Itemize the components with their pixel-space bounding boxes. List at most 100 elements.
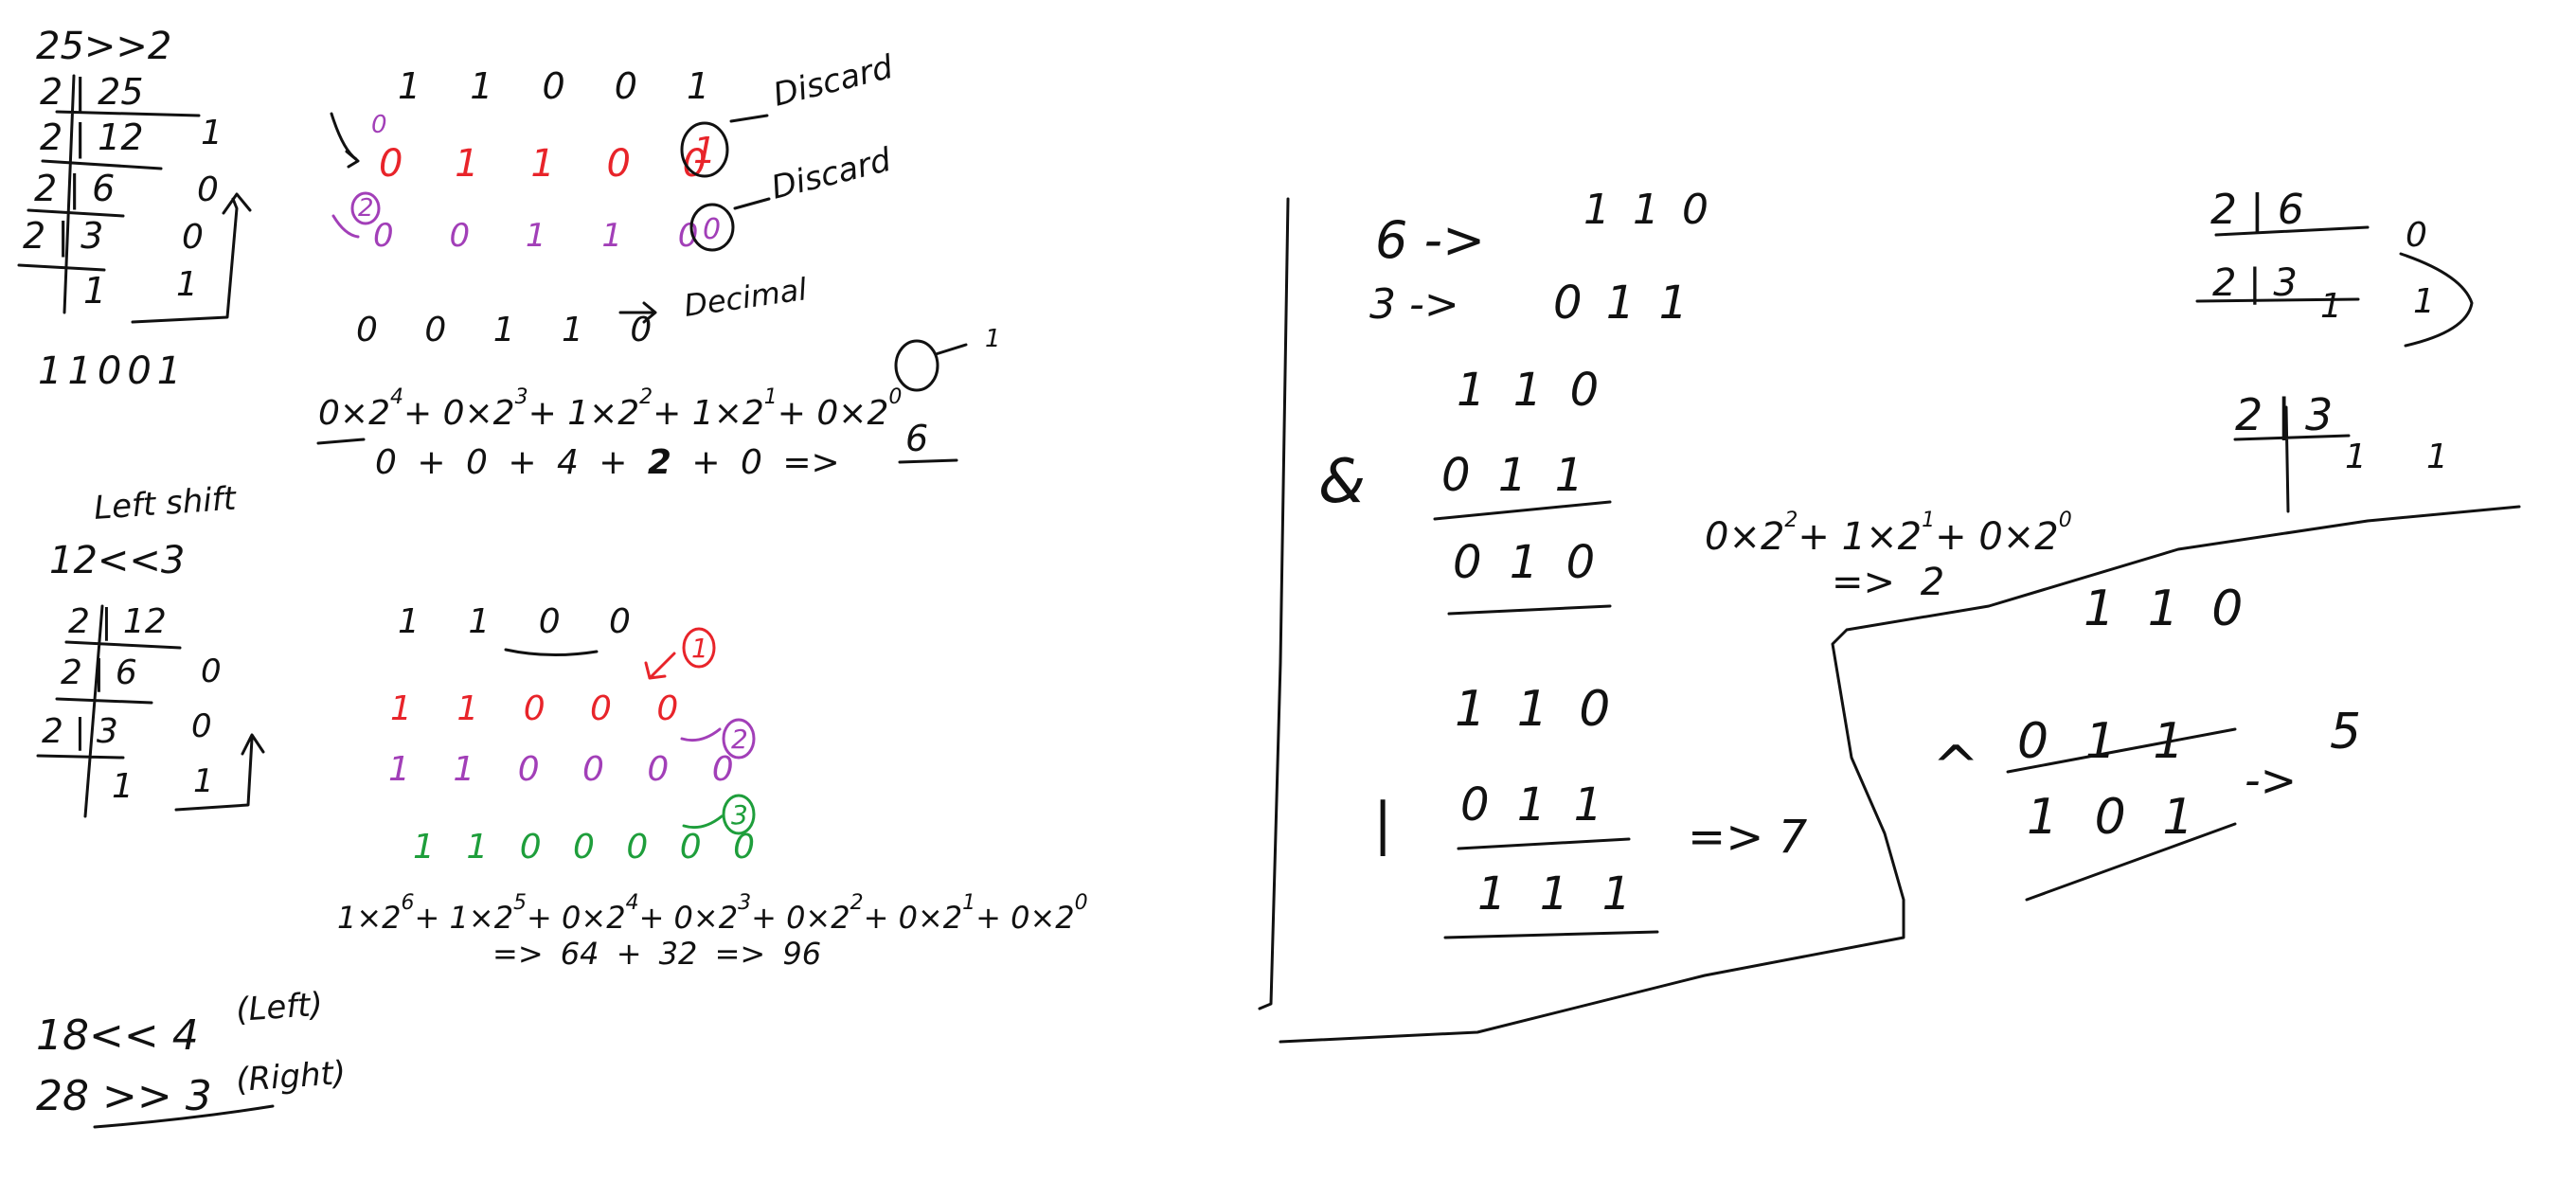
and-decimal: => 2 [1832, 561, 1944, 604]
shift2-dropped-bit: 0 [703, 213, 721, 246]
division-lines [36, 604, 182, 818]
or-result-bits: 1 1 1 [1477, 867, 1631, 921]
or-decimal: => 7 [1688, 811, 1808, 864]
shift2-prefix: 2 [358, 194, 374, 223]
appended-zeros-bracket [504, 648, 599, 657]
shift1-dropped-bit: 1 [693, 130, 716, 171]
and-bottom-bits: 0 1 1 [1441, 449, 1583, 502]
xor-rule [2006, 727, 2237, 774]
division-lines [2233, 405, 2351, 513]
division-row: 2 | 3 [2212, 261, 2298, 305]
right-shift-result: 6 [905, 418, 928, 459]
result-underline [898, 458, 958, 464]
division-row: 2 | 3 [42, 712, 118, 751]
remainder: 0 [182, 218, 204, 257]
underline [316, 438, 366, 445]
or-operator: | [1373, 791, 1392, 857]
shift3-label-circle [722, 794, 756, 835]
exercise-line-2-note: (Right) [235, 1054, 348, 1100]
final-note: Decimal [682, 271, 810, 324]
expansion-term: 0×24+ 0×23+ 1×22+ 1×21+ 0×20 [318, 385, 902, 433]
shift2-bits: 0 0 1 1 0 [373, 217, 698, 255]
remainder: 0 [197, 170, 219, 209]
zero-exp-note: 1 [985, 325, 1001, 353]
shift3-label: 3 [731, 799, 748, 831]
and-operation: 1 1 0 & 0 1 1 0 1 0 0×22+ 1×21+ 0×20 => … [1318, 364, 2072, 616]
and-rule [1433, 500, 1612, 521]
xor-top-bits: 1 1 0 [2084, 581, 2243, 637]
left-shift-example: Left shift 12<<3 2 | 12 2 | 6 2 | 3 1 0 … [36, 479, 1088, 972]
zero-exp-arrow [934, 343, 968, 356]
and-operator: & [1318, 447, 1366, 517]
exercise-underline [93, 1104, 275, 1129]
shift1-arrow [644, 652, 676, 680]
division-ladder-3: 2 | 3 1 1 [2233, 389, 2448, 513]
sum-line: 0 + 0 + 4 + 2 + 0 => [375, 443, 840, 482]
and-top-bits: 1 1 0 [1457, 364, 1599, 417]
or-rule [1457, 837, 1631, 850]
original-bits: 1 1 0 0 [398, 602, 631, 641]
xor-decimal: 5 [2330, 704, 2361, 760]
final-bits: 0 0 1 1 0 [356, 311, 652, 349]
shift3-bits: 1 1 0 0 0 0 0 [413, 828, 755, 867]
shift1-arrow [330, 112, 360, 169]
shift1-bits: 0 1 1 0 0 [379, 142, 707, 186]
left-shift-problem: 12<<3 [49, 539, 185, 582]
division-ladder-12: 2 | 12 2 | 6 2 | 3 1 0 0 1 [36, 602, 265, 818]
left-shift-heading: Left shift [93, 479, 239, 527]
left-shift-expansion: 1×26+ 1×25+ 0×24+ 0×23+ 0×22+ 0×21+ 0×20… [337, 891, 1088, 972]
division-row: 2 | 6 [34, 168, 115, 210]
exercise-line-2: 28 >> 3 [36, 1072, 212, 1120]
sum-line: => 64 + 32 => 96 [492, 936, 821, 972]
division-row: 1 [2320, 287, 2342, 326]
remainder: 0 [191, 707, 212, 745]
division-row: 1 [2345, 438, 2367, 476]
or-operation: 1 1 0 | 0 1 1 1 1 1 => 7 [1373, 681, 1808, 939]
six-bits: 1 1 0 [1583, 186, 1708, 234]
binary-result: 11001 [38, 349, 187, 393]
division-row: 1 [83, 270, 106, 312]
shift2-bits: 1 1 0 0 0 0 [388, 750, 734, 789]
division-row: 2 | 6 [2210, 186, 2304, 234]
remainder: 1 [201, 114, 223, 152]
xor-operator: ^ [1932, 734, 1979, 800]
xor-result-bits: 1 0 1 [2027, 789, 2193, 846]
remainder: 0 [2406, 216, 2427, 255]
exercise-line-1-note: (Left) [235, 986, 324, 1029]
expansion-line: 1×26+ 1×25+ 0×24+ 0×23+ 0×22+ 0×21+ 0×20 [337, 891, 1088, 936]
division-row: 2 | 12 [40, 116, 144, 159]
three-label: 3 -> [1369, 280, 1459, 329]
exercises: 18<< 4 (Left) 28 >> 3 (Right) [36, 986, 348, 1129]
read-up-arrow [131, 192, 252, 324]
shift2-arrow [331, 214, 360, 239]
or-result-underline [1443, 930, 1659, 939]
shift1-note-arrow [729, 114, 769, 123]
division-ladder-25: 2 | 25 2 | 12 2 | 6 2 | 3 1 1 0 0 1 [17, 71, 252, 324]
shift1-prefix: 0 [371, 111, 387, 139]
three-bits: 0 1 1 [1553, 277, 1688, 330]
division-row: 2 | 25 [40, 71, 144, 114]
xor-operation: 1 1 0 ^ 0 1 1 1 0 1 -> 5 [1932, 581, 2361, 902]
read-up-bracket [2399, 252, 2474, 348]
division-ladder-6: 2 | 6 2 | 3 1 0 1 [2195, 186, 2474, 348]
shift2-drop-circle [689, 203, 735, 252]
bitwise-panel: 6 -> 1 1 0 3 -> 0 1 1 2 | 6 2 | 3 1 0 1 … [1258, 186, 2521, 1044]
and-result-bits: 0 1 0 [1453, 536, 1595, 589]
panel-left-border [1258, 197, 1290, 1010]
shift3-arrow [682, 814, 724, 830]
xor-arrow: -> [2245, 755, 2297, 806]
zero-exp-circle [894, 339, 939, 392]
shift2-note-arrow [733, 197, 771, 210]
decimal-arrow [618, 301, 657, 324]
shift1-drop-circle [680, 121, 729, 178]
panel-dividers [1279, 505, 2521, 1044]
right-shift-example: 25>>2 2 | 25 2 | 12 2 | 6 2 | 3 1 1 0 0 … [17, 25, 1001, 482]
original-bits: 1 1 0 0 1 [398, 65, 709, 107]
remainder: 1 [176, 265, 198, 304]
and-expansion: 0×22+ 1×21+ 0×20 [1705, 509, 2072, 559]
shift2-label-circle [722, 718, 756, 760]
shift1-label: 1 [691, 633, 708, 664]
division-row: 2 | 3 [2235, 389, 2333, 441]
division-row: 1 [112, 767, 134, 806]
